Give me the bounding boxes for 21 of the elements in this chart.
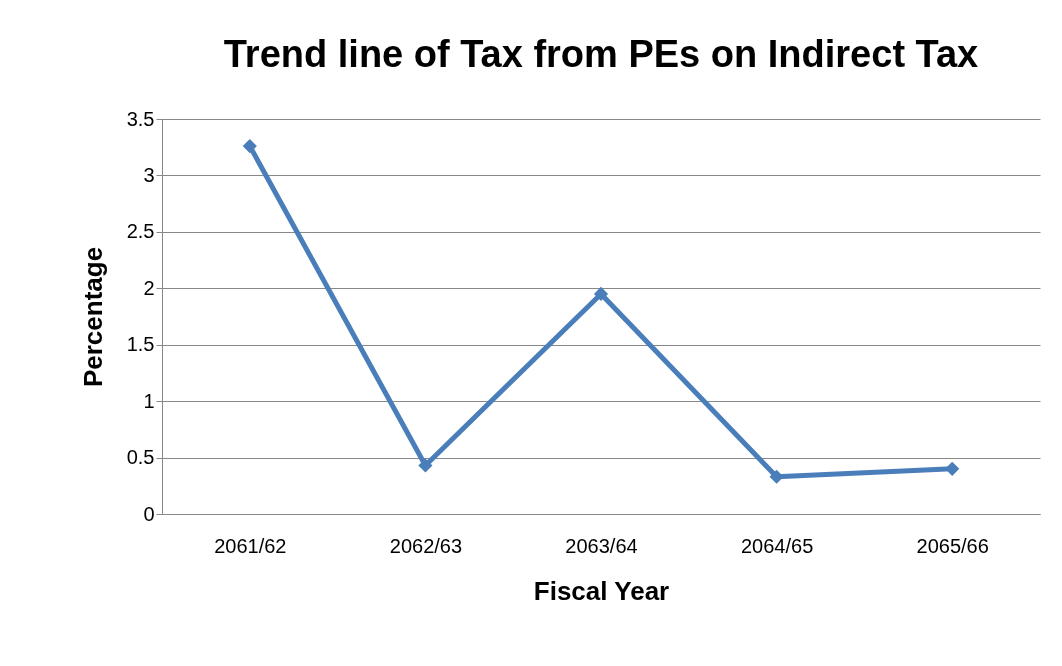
x-tick-label: 2065/66: [916, 534, 989, 557]
y-tick-label: 0.5: [126, 446, 155, 469]
point: [769, 469, 784, 484]
point: [242, 139, 257, 154]
y-tick-label: 1: [143, 389, 155, 412]
y-tick-label: 3.5: [126, 107, 155, 130]
y-tick-label: 3: [143, 163, 155, 186]
x-tick-label: 2062/63: [389, 534, 463, 557]
x-axis-title: Fiscal Year: [533, 575, 670, 606]
x-tick-label: 2064/65: [740, 534, 814, 557]
point: [945, 461, 960, 476]
y-tick-label: 1.5: [126, 333, 155, 356]
chart-title: Trend line of Tax from PEs on Indirect Tax: [223, 33, 979, 75]
x-tick-label: 2061/62: [214, 534, 287, 557]
y-tick-label: 2.5: [126, 220, 155, 243]
y-tick-label: 2: [143, 276, 155, 299]
point: [418, 458, 433, 473]
point: [593, 286, 609, 301]
y-tick-label: 0: [143, 502, 155, 525]
y-axis-title: Percentage: [77, 246, 108, 388]
x-tick-label: 2063/64: [565, 534, 638, 557]
